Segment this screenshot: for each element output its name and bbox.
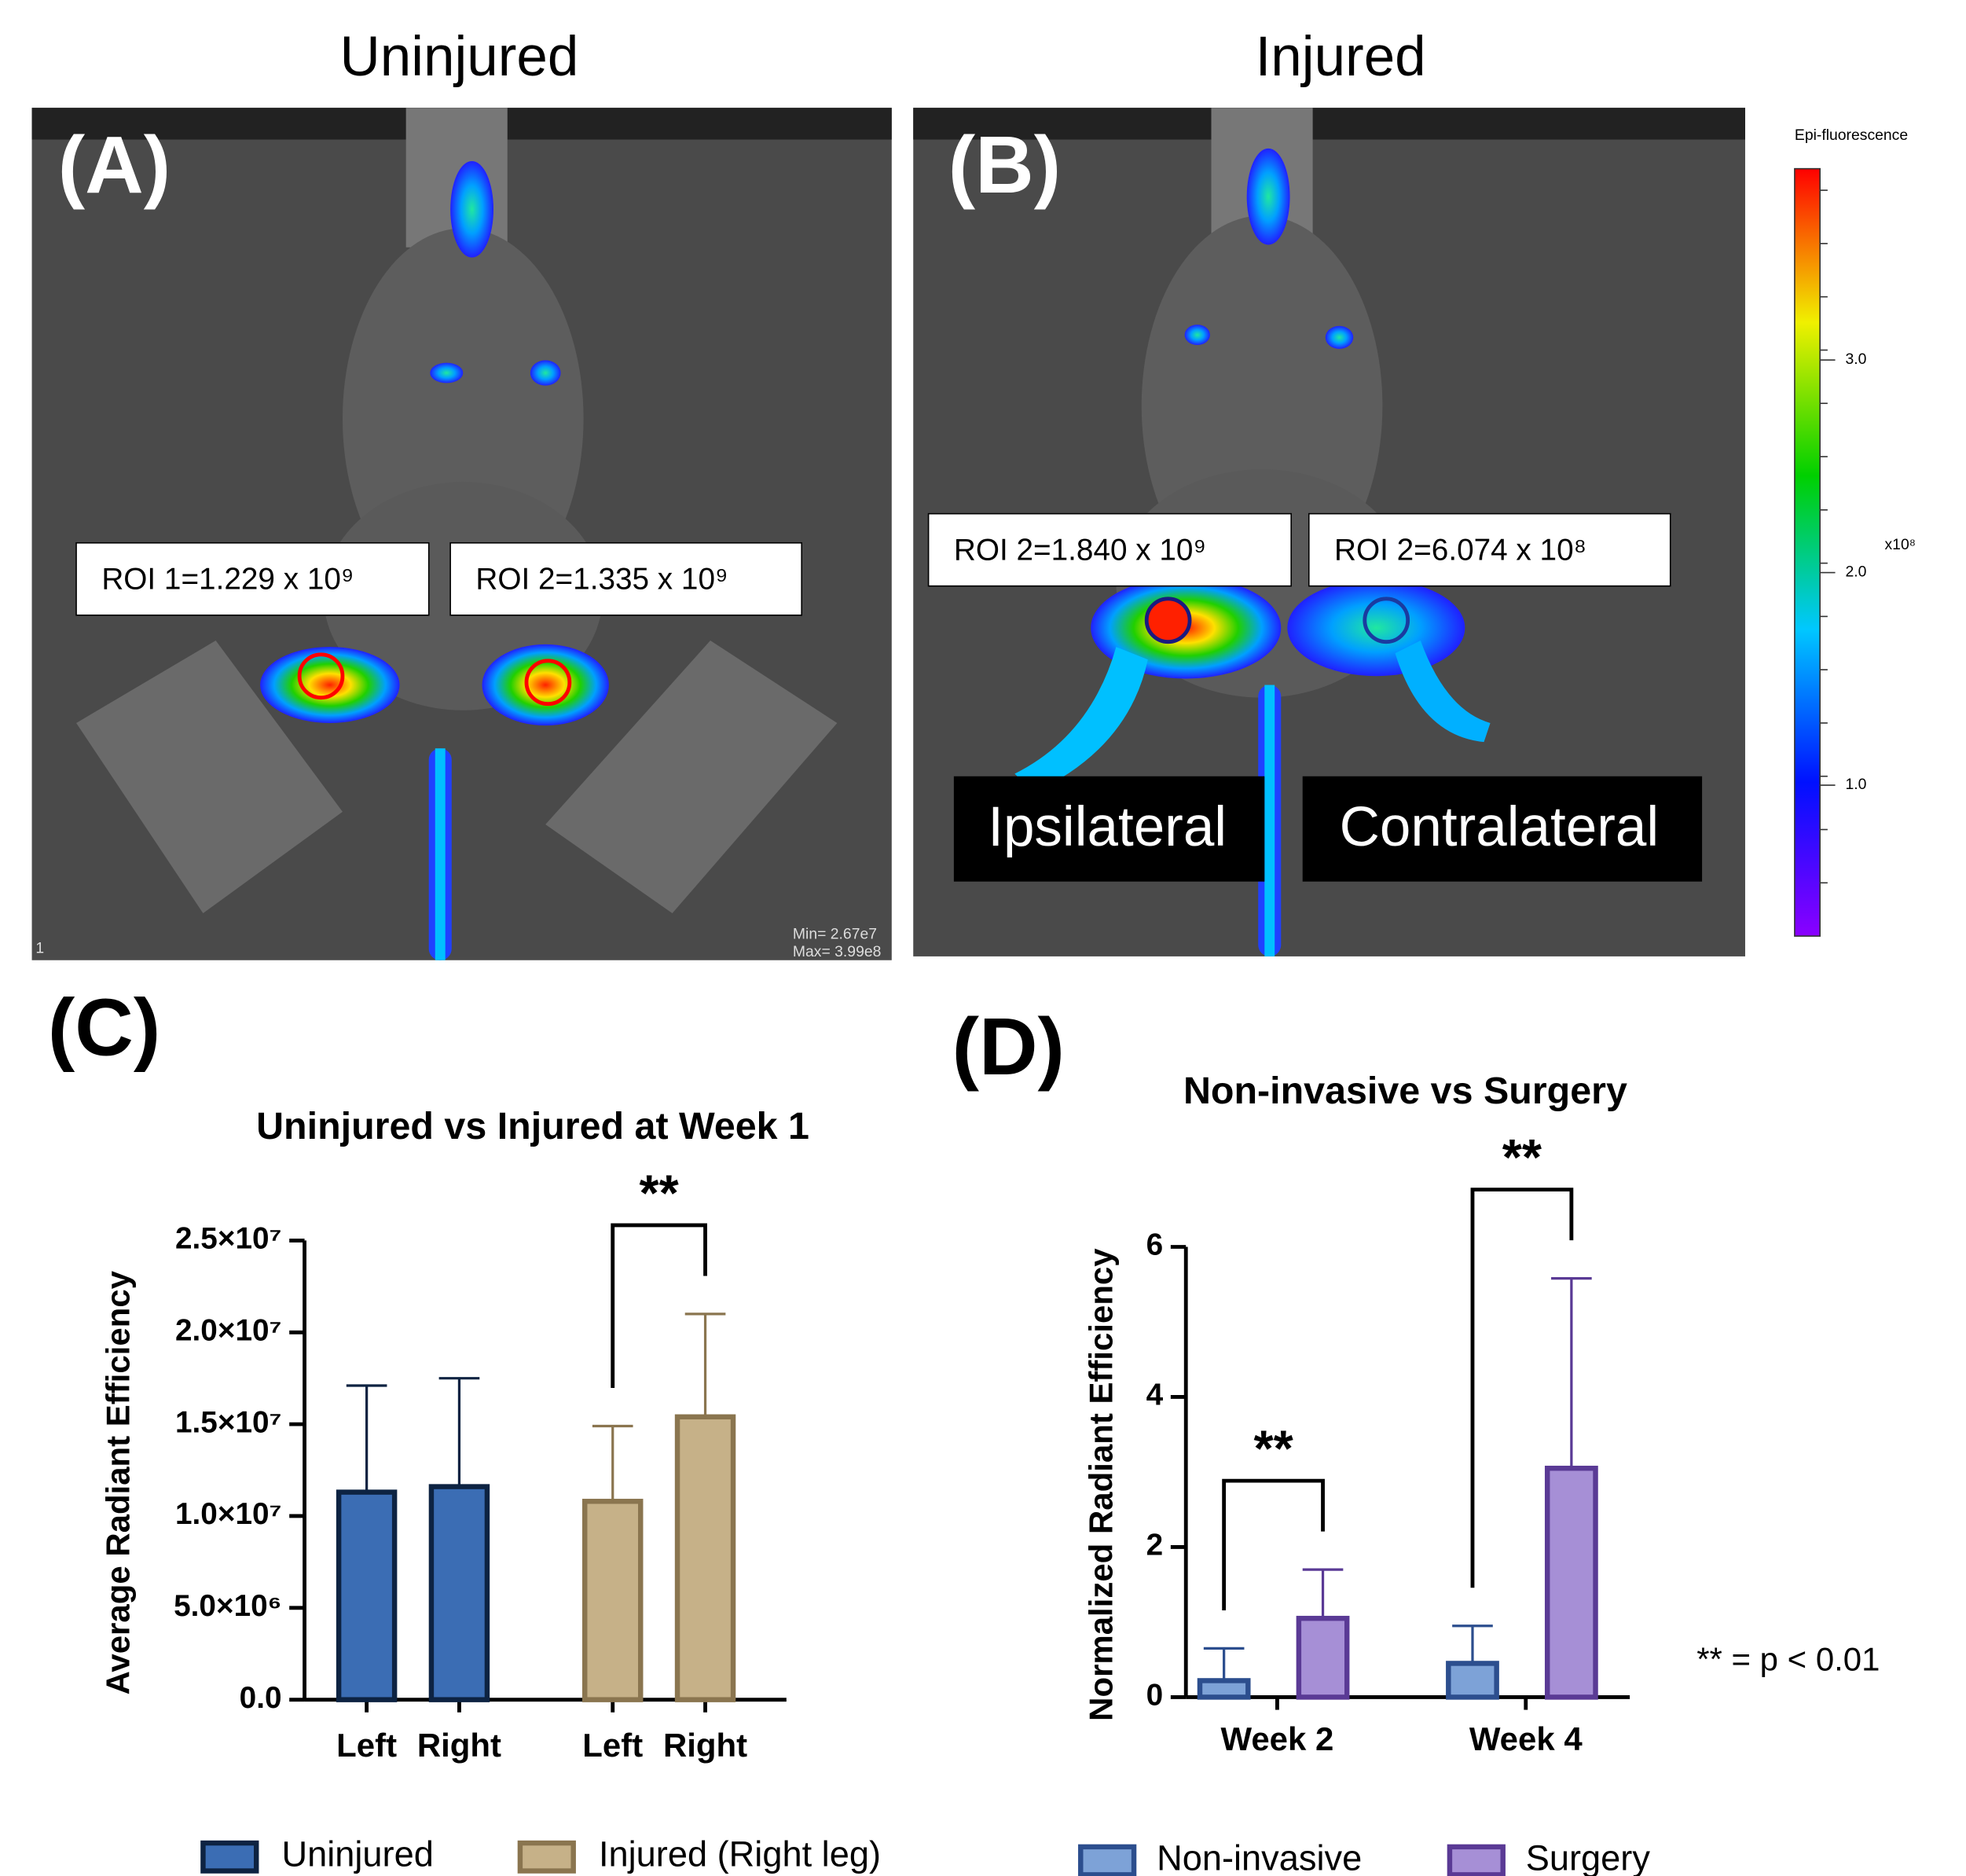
legend-swatch [1078,1844,1137,1876]
bar [1446,1661,1499,1700]
panel-title: Injured [1256,26,1426,88]
roi-box [927,512,1292,587]
panel-letter: (C) [48,982,160,1073]
legend-label: Uninjured [281,1834,433,1874]
side-label: Ipsilateral [988,796,1227,858]
chart-title: Uninjured vs Injured at Week 1 [256,1105,809,1147]
panel-letter: (A) [58,119,171,210]
significance-bracket [611,1223,707,1389]
bar [581,1499,644,1702]
legend-swatch [200,1840,259,1874]
y-tick-label: 0.0 [240,1681,282,1715]
roi-box [449,542,803,616]
colorbar-unit: x10⁸ [1885,536,1916,553]
bar [674,1414,736,1702]
y-tick-label: 4 [1146,1379,1164,1412]
panel-letter: (B) [948,119,1061,210]
y-tick-label: 2.5×10⁷ [175,1222,281,1256]
roi-label: ROI 1=1.229 x 10⁹ [101,562,354,596]
colorbar-tick-label: 2.0 [1845,564,1866,581]
footnote: ** = p < 0.01 [1696,1640,1880,1677]
x-tick-label: Week 4 [1469,1720,1583,1757]
y-axis-label: Average Radiant Efficiency [100,1270,137,1694]
bar [428,1484,490,1702]
y-tick-label: 1.5×10⁷ [175,1405,281,1439]
legend-swatch [1447,1844,1506,1876]
max-label: Max= 3.99e8 [793,943,881,960]
side-label: Contralateral [1340,796,1659,858]
y-tick-label: 1.0×10⁷ [175,1497,281,1531]
panel-letter: (D) [952,1000,1065,1092]
legend-label: Surgery [1526,1838,1651,1876]
bar [336,1489,398,1702]
label-box [1302,776,1703,882]
roi-box [1308,512,1671,587]
significance-bracket [1222,1478,1325,1610]
error-bar [1551,1276,1592,1469]
x-tick-label: Left [336,1727,397,1764]
significance-bracket [1470,1188,1574,1588]
legend-swatch [517,1840,576,1874]
y-tick-label: 6 [1146,1228,1164,1262]
x-tick-label: Week 2 [1221,1720,1334,1757]
significance-label: ** [1253,1421,1293,1478]
image-a [31,108,892,960]
panel-title: Uninjured [339,26,578,88]
x-tick-label: Right [663,1727,747,1764]
min-label: Min= 2.67e7 [793,926,877,943]
y-tick-label: 5.0×10⁶ [174,1589,281,1623]
legend-label: Injured (Right leg) [599,1834,881,1874]
colorbar-tick-label: 1.0 [1845,776,1866,793]
y-tick-label: 2.0×10⁷ [175,1314,281,1348]
y-tick-label: 0 [1146,1679,1164,1713]
significance-label: ** [640,1165,680,1221]
colorbar [1794,167,1821,937]
bar [1544,1465,1598,1700]
x-tick-label: Left [582,1727,643,1764]
bar [1296,1615,1350,1700]
roi-label: ROI 2=1.335 x 10⁹ [475,562,728,596]
roi-label: ROI 2=6.074 x 10⁸ [1334,533,1586,567]
error-bar [1452,1625,1493,1664]
colorbar-tick-label: 3.0 [1845,351,1866,368]
chart-title: Non-invasive vs Surgery [1183,1070,1627,1112]
legend-label: Non-invasive [1157,1838,1362,1876]
y-axis-label: Normalized Radiant Efficiency [1082,1248,1119,1721]
error-bar [684,1312,726,1417]
roi-label: ROI 2=1.840 x 10⁹ [954,533,1206,567]
error-bar [346,1384,387,1492]
error-bar [592,1424,633,1502]
bar [1197,1678,1251,1700]
error-bar [438,1377,480,1487]
colorbar-title: Epi-fluorescence [1795,127,1908,144]
error-bar [1203,1647,1245,1681]
x-tick-label: Right [417,1727,501,1764]
error-bar [1302,1568,1344,1619]
label-box [953,776,1265,882]
significance-label: ** [1502,1129,1542,1186]
image-index: 1 [35,939,44,956]
roi-box [75,542,430,616]
y-tick-label: 2 [1146,1529,1164,1562]
